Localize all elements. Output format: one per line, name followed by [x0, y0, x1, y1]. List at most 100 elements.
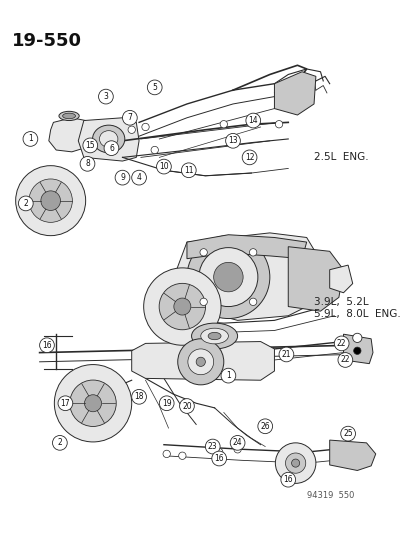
Circle shape — [128, 126, 135, 133]
Circle shape — [83, 138, 97, 153]
Text: 9: 9 — [120, 173, 125, 182]
Circle shape — [16, 166, 85, 236]
Circle shape — [178, 452, 185, 459]
Circle shape — [163, 450, 170, 458]
Text: 26: 26 — [260, 422, 269, 431]
Circle shape — [159, 396, 173, 410]
Text: 19-550: 19-550 — [12, 32, 82, 50]
Circle shape — [131, 390, 146, 404]
Polygon shape — [78, 118, 139, 161]
Polygon shape — [131, 342, 274, 380]
Circle shape — [196, 357, 205, 366]
Circle shape — [275, 120, 282, 128]
Circle shape — [156, 159, 171, 174]
Circle shape — [177, 339, 223, 385]
Text: 8: 8 — [85, 159, 90, 168]
Ellipse shape — [62, 113, 75, 119]
Ellipse shape — [208, 333, 221, 340]
Circle shape — [280, 472, 295, 487]
Text: 23: 23 — [207, 442, 217, 451]
Circle shape — [249, 298, 256, 305]
Circle shape — [187, 236, 269, 319]
Text: 21: 21 — [281, 350, 290, 359]
Text: 18: 18 — [134, 392, 143, 401]
Circle shape — [221, 368, 235, 383]
Circle shape — [151, 147, 158, 154]
Circle shape — [160, 160, 167, 167]
Text: 22: 22 — [340, 356, 349, 365]
Text: 94319  550: 94319 550 — [306, 491, 353, 500]
Text: 2.5L  ENG.: 2.5L ENG. — [313, 152, 368, 163]
Text: 10: 10 — [159, 162, 169, 171]
Circle shape — [285, 453, 305, 473]
Circle shape — [199, 298, 207, 305]
Text: 12: 12 — [244, 153, 254, 162]
Text: 4: 4 — [136, 173, 141, 182]
Circle shape — [220, 120, 227, 128]
Circle shape — [104, 141, 119, 156]
Text: 16: 16 — [42, 341, 52, 350]
Text: 3: 3 — [103, 92, 108, 101]
Text: 1: 1 — [28, 134, 33, 143]
Circle shape — [352, 333, 361, 343]
Circle shape — [58, 396, 73, 410]
Polygon shape — [173, 233, 320, 320]
Ellipse shape — [99, 131, 118, 147]
Circle shape — [257, 419, 272, 434]
Text: 5: 5 — [152, 83, 157, 92]
Circle shape — [340, 426, 355, 441]
Circle shape — [41, 191, 60, 211]
Circle shape — [337, 353, 352, 367]
Circle shape — [84, 395, 101, 412]
Ellipse shape — [93, 125, 124, 153]
Circle shape — [179, 399, 194, 414]
Circle shape — [122, 110, 137, 125]
Circle shape — [98, 89, 113, 104]
Text: 25: 25 — [342, 429, 352, 438]
Circle shape — [19, 196, 33, 211]
Circle shape — [278, 347, 293, 362]
Polygon shape — [287, 247, 343, 311]
Text: 16: 16 — [214, 454, 223, 463]
Circle shape — [199, 249, 207, 256]
Polygon shape — [49, 118, 87, 152]
Circle shape — [188, 349, 213, 375]
Text: 16: 16 — [283, 475, 292, 484]
Circle shape — [230, 435, 244, 450]
Circle shape — [142, 123, 149, 131]
Circle shape — [131, 170, 146, 185]
Text: 19: 19 — [161, 399, 171, 408]
Circle shape — [40, 338, 54, 353]
Circle shape — [147, 80, 162, 95]
Ellipse shape — [191, 323, 237, 349]
Circle shape — [205, 439, 220, 454]
Polygon shape — [329, 440, 375, 471]
Circle shape — [245, 113, 260, 128]
Polygon shape — [187, 235, 306, 259]
Circle shape — [249, 249, 256, 256]
Text: 6: 6 — [109, 144, 114, 152]
Circle shape — [199, 248, 257, 306]
Circle shape — [80, 157, 95, 171]
Text: 20: 20 — [182, 401, 191, 410]
Circle shape — [233, 446, 241, 453]
Circle shape — [291, 459, 299, 467]
Text: 15: 15 — [85, 141, 95, 150]
Text: 2: 2 — [57, 438, 62, 447]
Text: 24: 24 — [232, 438, 242, 447]
Ellipse shape — [59, 111, 79, 120]
Circle shape — [213, 262, 242, 292]
Circle shape — [52, 435, 67, 450]
Ellipse shape — [200, 328, 228, 344]
Text: 13: 13 — [228, 136, 237, 146]
Circle shape — [353, 347, 360, 354]
Circle shape — [54, 365, 131, 442]
Text: 11: 11 — [184, 166, 193, 175]
Circle shape — [211, 451, 226, 466]
Circle shape — [225, 133, 240, 148]
Text: 1: 1 — [225, 371, 230, 380]
Text: 2: 2 — [24, 199, 28, 208]
Circle shape — [181, 163, 196, 177]
Circle shape — [70, 380, 116, 426]
Polygon shape — [343, 334, 372, 364]
